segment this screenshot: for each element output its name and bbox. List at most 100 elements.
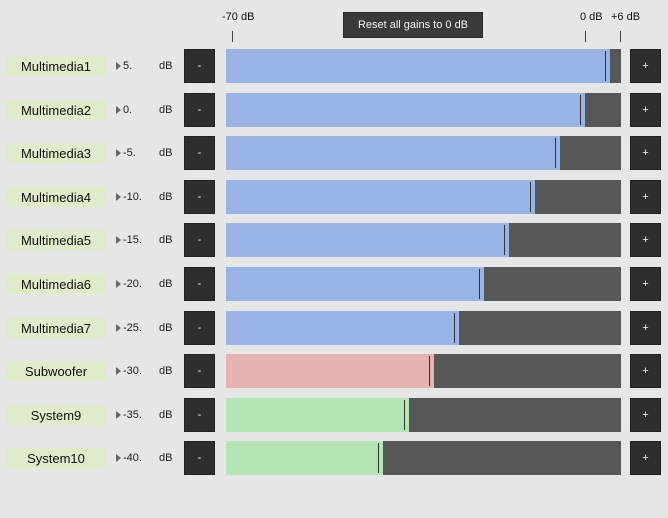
- triangle-right-icon: [116, 324, 121, 332]
- gain-number-box[interactable]: -5.: [114, 143, 154, 163]
- gain-number-box[interactable]: -20.: [114, 274, 154, 294]
- increase-gain-button[interactable]: +: [630, 180, 661, 214]
- gain-slider-marker: [529, 182, 531, 212]
- gain-slider-handle[interactable]: [610, 49, 616, 83]
- triangle-right-icon: [116, 106, 121, 114]
- gain-slider-fill: [226, 223, 510, 257]
- decrease-gain-button[interactable]: -: [184, 49, 215, 83]
- gain-unit-label: dB: [159, 191, 173, 203]
- gain-slider-fill: [226, 398, 409, 432]
- gain-slider-handle[interactable]: [585, 93, 591, 127]
- increase-gain-button[interactable]: +: [630, 93, 661, 127]
- gain-value: -40.: [123, 452, 142, 464]
- gain-slider[interactable]: [226, 311, 621, 345]
- increase-gain-button[interactable]: +: [630, 311, 661, 345]
- gain-slider[interactable]: [226, 441, 621, 475]
- gain-value: -30.: [123, 365, 142, 377]
- triangle-right-icon: [116, 411, 121, 419]
- decrease-gain-button[interactable]: -: [184, 311, 215, 345]
- decrease-gain-button[interactable]: -: [184, 223, 215, 257]
- channel-name: Multimedia3: [6, 143, 106, 163]
- increase-gain-button[interactable]: +: [630, 354, 661, 388]
- gain-value: -15.: [123, 234, 142, 246]
- gain-unit-label: dB: [159, 365, 173, 377]
- gain-number-box[interactable]: -30.: [114, 361, 154, 381]
- gain-slider-fill: [226, 180, 535, 214]
- gain-value: -25.: [123, 322, 142, 334]
- gain-slider-handle[interactable]: [534, 180, 541, 214]
- gain-slider-handle[interactable]: [458, 311, 465, 345]
- gain-slider-marker: [554, 138, 556, 168]
- gain-number-box[interactable]: -10.: [114, 187, 154, 207]
- gain-unit-label: dB: [159, 60, 173, 72]
- gain-slider[interactable]: [226, 267, 621, 301]
- channel-name: Multimedia6: [6, 274, 106, 294]
- gain-slider[interactable]: [226, 223, 621, 257]
- gain-slider-marker: [453, 313, 455, 343]
- decrease-gain-button[interactable]: -: [184, 267, 215, 301]
- gain-slider-handle[interactable]: [383, 441, 390, 475]
- gain-slider-fill: [226, 441, 384, 475]
- decrease-gain-button[interactable]: -: [184, 398, 215, 432]
- increase-gain-button[interactable]: +: [630, 49, 661, 83]
- channel-row: Multimedia5 -15. dB - +: [0, 223, 668, 257]
- scale-max-label: +6 dB: [611, 11, 641, 23]
- increase-gain-button[interactable]: +: [630, 223, 661, 257]
- channel-name: Subwoofer: [6, 361, 106, 381]
- triangle-right-icon: [116, 149, 121, 157]
- gain-unit-label: dB: [159, 147, 173, 159]
- gain-number-box[interactable]: -35.: [114, 405, 154, 425]
- gain-unit-label: dB: [159, 278, 173, 290]
- channel-row: Subwoofer -30. dB - +: [0, 354, 668, 388]
- gain-slider-marker: [428, 356, 430, 386]
- gain-unit-label: dB: [159, 234, 173, 246]
- gain-slider-marker: [378, 443, 380, 473]
- gain-slider[interactable]: [226, 93, 621, 127]
- gain-number-box[interactable]: 0.: [114, 100, 154, 120]
- increase-gain-button[interactable]: +: [630, 441, 661, 475]
- gain-value: -20.: [123, 278, 142, 290]
- gain-slider[interactable]: [226, 49, 621, 83]
- channel-name: Multimedia1: [6, 56, 106, 76]
- reset-all-gains-button[interactable]: Reset all gains to 0 dB: [343, 12, 483, 38]
- channel-row: Multimedia4 -10. dB - +: [0, 180, 668, 214]
- gain-number-box[interactable]: -15.: [114, 230, 154, 250]
- gain-number-box[interactable]: -25.: [114, 318, 154, 338]
- decrease-gain-button[interactable]: -: [184, 136, 215, 170]
- gain-slider-marker: [504, 225, 506, 255]
- gain-value: 0.: [123, 104, 133, 116]
- gain-slider-fill: [226, 49, 610, 83]
- increase-gain-button[interactable]: +: [630, 267, 661, 301]
- gain-slider-handle[interactable]: [433, 354, 440, 388]
- increase-gain-button[interactable]: +: [630, 398, 661, 432]
- decrease-gain-button[interactable]: -: [184, 93, 215, 127]
- channel-name: Multimedia7: [6, 318, 106, 338]
- gain-slider-fill: [226, 136, 560, 170]
- gain-number-box[interactable]: -40.: [114, 448, 154, 468]
- decrease-gain-button[interactable]: -: [184, 180, 215, 214]
- gain-unit-label: dB: [159, 452, 173, 464]
- triangle-right-icon: [116, 367, 121, 375]
- channel-row: Multimedia2 0. dB - +: [0, 93, 668, 127]
- gain-slider[interactable]: [226, 398, 621, 432]
- gain-slider-handle[interactable]: [559, 136, 566, 170]
- increase-gain-button[interactable]: +: [630, 136, 661, 170]
- gain-value: 5.: [123, 60, 133, 72]
- channel-name: Multimedia2: [6, 100, 106, 120]
- gain-slider-handle[interactable]: [509, 223, 516, 257]
- channel-name: System9: [6, 405, 106, 425]
- gain-number-box[interactable]: 5.: [114, 56, 154, 76]
- gain-slider-handle[interactable]: [484, 267, 491, 301]
- scale-max-tick: [620, 31, 621, 42]
- decrease-gain-button[interactable]: -: [184, 354, 215, 388]
- scale-min-tick: [232, 31, 233, 42]
- gain-slider[interactable]: [226, 180, 621, 214]
- gain-slider[interactable]: [226, 136, 621, 170]
- gain-slider[interactable]: [226, 354, 621, 388]
- gain-unit-label: dB: [159, 322, 173, 334]
- scale-min-label: -70 dB: [222, 11, 255, 23]
- gain-slider-fill: [226, 354, 434, 388]
- triangle-right-icon: [116, 454, 121, 462]
- gain-slider-handle[interactable]: [408, 398, 415, 432]
- decrease-gain-button[interactable]: -: [184, 441, 215, 475]
